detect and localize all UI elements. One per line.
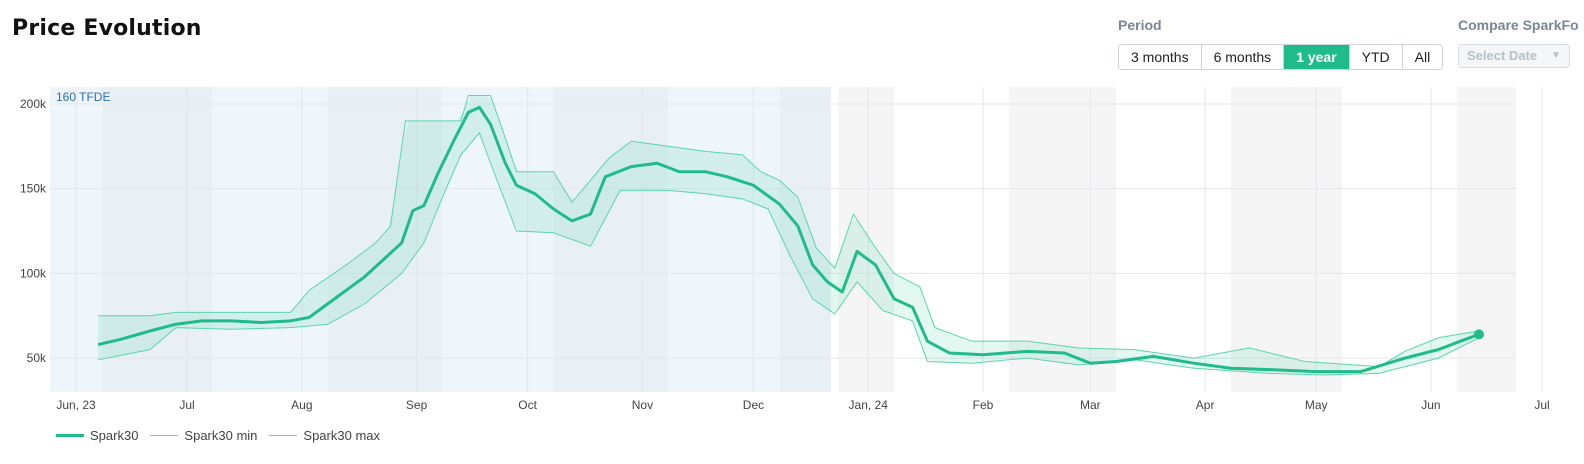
background-band	[779, 87, 832, 392]
x-tick-label: Oct	[518, 398, 537, 412]
legend-item-spark30-min[interactable]: Spark30 min	[150, 428, 257, 443]
background-band	[101, 87, 213, 392]
period-all-button[interactable]: All	[1414, 49, 1431, 65]
period-1-year-button[interactable]: 1 year	[1284, 45, 1350, 69]
background-band	[1456, 87, 1516, 392]
compare-label: Compare SparkFo	[1458, 17, 1579, 33]
chart-legend: Spark30 Spark30 min Spark30 max	[56, 428, 380, 443]
y-tick-label: 100k	[20, 266, 47, 280]
legend-label-spark30-min: Spark30 min	[184, 428, 258, 443]
y-tick-label: 150k	[20, 182, 47, 196]
x-tick-label: Jun	[1421, 398, 1440, 412]
period-label: Period	[1118, 17, 1162, 33]
x-tick-label: Jun, 23	[56, 398, 96, 412]
period-6-months-button[interactable]: 6 months	[1202, 45, 1285, 69]
period-3-months-button[interactable]: 3 months	[1119, 45, 1202, 69]
x-tick-label: Sep	[406, 398, 428, 412]
y-tick-label: 200k	[20, 97, 47, 111]
background-band	[838, 87, 895, 392]
legend-label-spark30: Spark30	[90, 428, 139, 443]
chart-annotation: 160 TFDE	[56, 90, 110, 104]
legend-item-spark30-max[interactable]: Spark30 max	[269, 428, 380, 443]
y-tick-label: 50k	[27, 351, 47, 365]
x-tick-label: Dec	[743, 398, 764, 412]
x-tick-label: Jul	[1534, 398, 1549, 412]
x-tick-label: Feb	[973, 398, 994, 412]
page-title: Price Evolution	[12, 16, 202, 41]
legend-swatch-spark30	[56, 434, 84, 437]
x-tick-label: Jan, 24	[849, 398, 889, 412]
price-evolution-chart: 50k 100k 150k 200k Jun, 23 Jul Aug Sep Oct Nov Dec…	[20, 87, 1550, 412]
x-tick-label: Jul	[179, 398, 194, 412]
background-band	[442, 87, 554, 392]
x-tick-label: Nov	[632, 398, 653, 412]
legend-label-spark30-max: Spark30 max	[303, 428, 380, 443]
chevron-down-icon: ▼	[1551, 50, 1561, 61]
series-line-spark30	[97, 105, 1480, 374]
x-tick-label: Aug	[291, 398, 312, 412]
period-ytd-button[interactable]: YTD	[1350, 45, 1403, 69]
x-tick-label: May	[1305, 398, 1328, 412]
legend-swatch-spark30-min	[150, 435, 179, 436]
legend-item-spark30[interactable]: Spark30	[56, 428, 138, 443]
background-band	[212, 87, 328, 392]
series-line-spark30-min	[98, 131, 1480, 376]
legend-swatch-spark30-max	[269, 435, 298, 436]
background-band	[668, 87, 780, 392]
series-line-spark30-max	[98, 94, 1480, 368]
background-band	[327, 87, 443, 392]
x-tick-label: Apr	[1196, 398, 1215, 412]
compare-date-select[interactable]: Select Date ▼	[1458, 44, 1570, 68]
x-tick-label: Mar	[1080, 398, 1101, 412]
last-point-marker	[1473, 329, 1484, 340]
period-selector: 3 months 6 months 1 year YTD All	[1118, 44, 1444, 70]
compare-date-placeholder: Select Date	[1467, 48, 1538, 63]
background-band	[1230, 87, 1343, 392]
